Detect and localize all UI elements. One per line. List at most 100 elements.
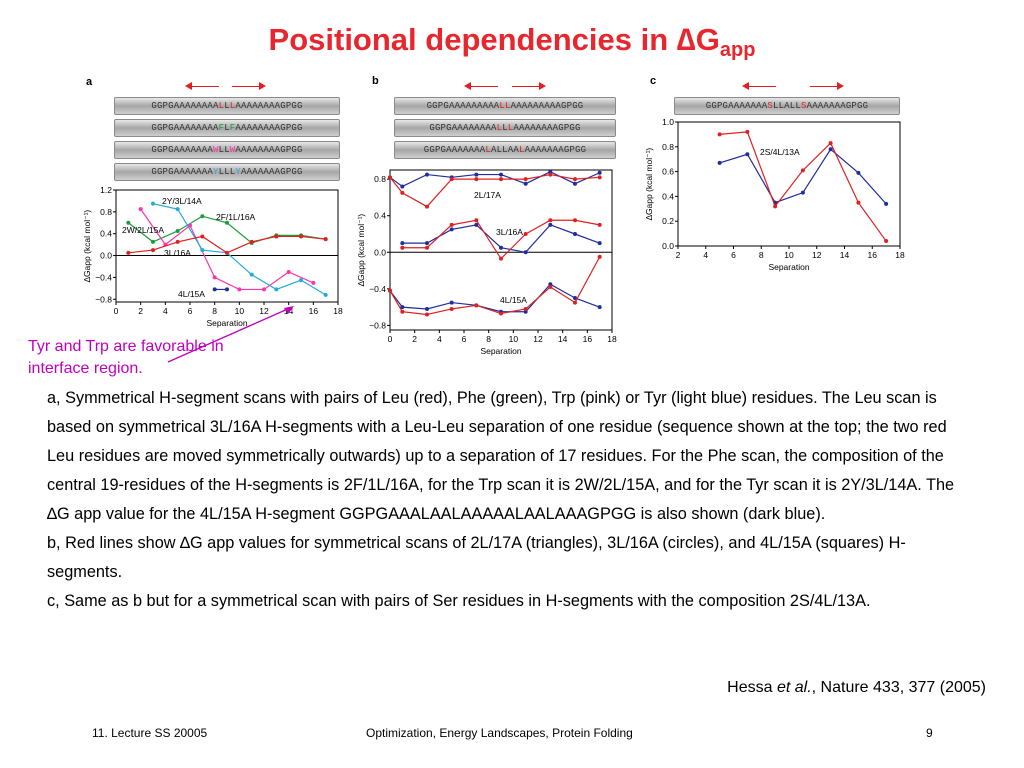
data-point [262,287,266,292]
series-line [389,283,600,313]
data-point [717,132,722,137]
data-point [299,234,303,239]
sequence-residues: AAAAAAAAAGPGG [510,101,584,111]
x-tick-label: 8 [212,306,217,316]
arrow-left-c [742,82,776,90]
x-tick-label: 8 [486,334,491,344]
chart-panel-b: 0 2 4 6 8 10 12 14 16 18 0.8 0.4 0.0 −0.4 −0.8 Separati… [356,169,617,356]
data-point [126,220,131,225]
data-point [573,296,577,300]
x-tick-label: 16 [309,306,319,316]
panel-b-label: b [372,75,379,87]
series-line [128,235,326,254]
sequence-residues: GGPGAAAAAAA [423,145,486,155]
data-point [573,181,577,186]
sequence-residues: GGPGAAAAAAA [151,167,213,177]
data-point [388,288,392,293]
x-tick-label: 2 [676,250,681,260]
x-tick-label: 10 [509,334,519,344]
data-point [126,250,131,255]
data-point [548,285,553,290]
data-point [400,241,405,246]
data-point [573,177,577,182]
data-point [400,305,405,310]
data-point [523,177,528,182]
data-point [597,241,602,246]
sequence-residues: S [767,101,773,111]
x-tick-label: 10 [235,306,245,316]
data-point [499,311,503,316]
x-tick-label: 8 [759,250,764,260]
y-tick-label: 1.0 [662,117,674,127]
sequence-residues: AAAAAAAAGPGG [235,101,303,111]
caption-a: a, Symmetrical H-segment scans with pair… [47,389,955,523]
data-point [151,239,155,244]
sequence-residues: AAAAAAAGPGG [806,101,869,111]
sequence-bar: GGPGAAAAAAAYLLLYAAAAAAAGPGG [114,163,340,181]
series-annotation: 2W/2L/15A [122,225,164,235]
sequence-residues: AAAAAAAAGPGG [513,123,581,133]
data-point [200,214,205,219]
data-point [573,232,577,236]
title-text: Positional dependencies in [268,22,677,57]
y-tick-label: 0.0 [374,247,386,257]
sequence-residues: AAAAAAAGPGG [241,167,303,177]
arrow-right-b [512,82,546,90]
sequence-residues: AAAAAAAAGPGG [235,145,303,155]
data-point [499,177,503,182]
series-annotation: 2L/17A [474,190,501,200]
data-point [573,300,577,305]
sequence-residues: Y [212,167,219,177]
sequence-residues: L [485,145,491,155]
data-point [449,300,454,305]
x-tick-label: 18 [895,250,905,260]
panel-c-label: c [650,75,657,87]
panel-a-label: a [86,76,93,88]
sequence-residues: L [224,123,230,133]
data-point [474,222,479,227]
sequence-residues: LLALL [772,101,801,111]
x-tick-label: 6 [188,306,193,316]
footer-left: 11. Lecture SS 20005 [92,726,208,740]
series-annotation: 2S/4L/13A [760,147,800,157]
series-annotation: 4L/15A [500,295,527,305]
data-point [225,287,229,292]
sequence-residues: S [801,101,807,111]
data-point [425,245,429,250]
sequence-residues: LLL [218,167,236,177]
x-tick-label: 6 [731,250,736,260]
sequence-residues: L [519,145,525,155]
data-point [237,287,242,292]
series-annotation: 2Y/3L/14A [162,196,202,206]
data-point [597,222,602,227]
data-point [597,254,602,259]
x-axis-label: Separation [206,318,247,328]
y-tick-label: 0.0 [662,241,674,251]
sequence-residues: GGPGAAAAAAAA [151,123,219,133]
sequence-bar: GGPGAAAAAAALALLAALAAAAAAAGPGG [394,141,616,159]
data-point [449,306,454,311]
chart-panel-a: 0246810121416181.20.80.40.0−0.4−0.8Separ… [82,185,343,328]
y-axis-label: ∆Gapp (kcal mol⁻¹) [82,210,92,283]
data-point [425,241,429,246]
data-point [323,292,328,297]
y-tick-label: −0.4 [369,284,386,294]
data-point [474,177,479,182]
chart-panel-c: 2 4 6 8 10 12 14 16 18 1.0 0.8 0.6 0.4 0.2 0.0 Separati… [644,117,905,272]
x-tick-label: 12 [259,306,269,316]
data-point [523,181,528,186]
x-tick-label: 2 [412,334,417,344]
y-tick-label: 0.4 [662,191,674,201]
x-axis-label: Separation [768,262,809,272]
data-point [175,239,180,244]
annotation-text: Tyr and Trp are favorable in interface r… [28,338,224,377]
delta-symbol: ∆ [676,22,696,57]
sequence-residues: AAAAAAAAGPGG [235,123,303,133]
sequence-bar: GGPGAAAAAAAAALLAAAAAAAAAGPGG [394,97,616,115]
sequence-residues: GGPGAAAAAAA [151,145,213,155]
data-point [884,201,889,206]
plot-frame [389,169,613,331]
x-axis-label: Separation [480,346,521,356]
data-point [745,152,750,157]
y-tick-label: 0.8 [662,142,674,152]
